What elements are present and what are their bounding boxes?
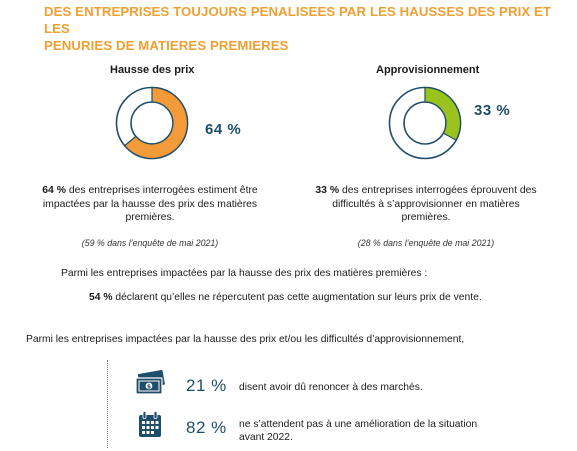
- donut-chart-approvisionnement: [388, 86, 462, 160]
- stat-text-line-2: avant 2022.: [239, 432, 293, 443]
- money-icon: $: [135, 370, 165, 395]
- impact-intro: Parmi les entreprises impactées par la h…: [61, 268, 428, 279]
- calendar-icon: [139, 411, 161, 437]
- page-title: DES ENTREPRISES TOUJOURS PENALISEES PAR …: [44, 3, 564, 54]
- heading-hausse-des-prix: Hausse des prix: [110, 64, 195, 76]
- desc-line-2: difficultés à s’approvisionner en matièr…: [332, 198, 520, 210]
- heading-approvisionnement: Approvisionnement: [376, 64, 480, 76]
- desc-bold-value: 64 %: [42, 185, 66, 196]
- desc-line-1: des entreprises interrogées estiment êtr…: [65, 185, 258, 196]
- impact-text: déclarent qu’elles ne répercutent pas ce…: [112, 292, 482, 303]
- desc-line-3: premières.: [401, 212, 451, 223]
- desc-bold-value: 33 %: [315, 185, 340, 196]
- donut-segment-33: [424, 86, 462, 141]
- percent-approvisionnement: 33 %: [474, 102, 511, 119]
- title-line-2: PENURIES DE MATIERES PREMIERES: [44, 38, 289, 53]
- impact-bold-value: 54 %: [89, 292, 113, 303]
- note-hausse-des-prix: (59 % dans l’enquête de mai 2021): [81, 238, 219, 248]
- both-intro: Parmi les entreprises impactées par la h…: [26, 334, 465, 345]
- title-line-1: DES ENTREPRISES TOUJOURS PENALISEES PAR …: [44, 4, 552, 36]
- note-approvisionnement: (28 % dans l’enquête de mai 2021): [357, 238, 495, 248]
- donut-segment-64: [123, 86, 189, 160]
- stat-value-amelioration: 82 %: [186, 418, 227, 437]
- desc-approvisionnement: 33 % des entreprises interrogées éprouve…: [303, 184, 549, 225]
- donut-chart-hausse-des-prix: [115, 86, 189, 160]
- percent-hausse-des-prix: 64 %: [205, 121, 242, 138]
- dotted-divider: [107, 360, 108, 448]
- impact-statement: 54 % déclarent qu’elles ne répercutent p…: [89, 291, 482, 304]
- stat-value-marches: 21 %: [186, 376, 227, 395]
- svg-text:$: $: [147, 384, 151, 391]
- stat-text-amelioration: ne s’attendent pas à une amélioration de…: [239, 418, 477, 444]
- stat-text-line-1: ne s’attendent pas à une amélioration de…: [239, 419, 478, 430]
- desc-line-3: premières.: [125, 212, 175, 223]
- desc-line-1: des entreprises interrogées éprouvent de…: [339, 185, 537, 196]
- stat-text-marches: disent avoir dû renoncer à des marchés.: [239, 382, 423, 393]
- desc-hausse-des-prix: 64 % des entreprises interrogées estimen…: [25, 184, 275, 225]
- desc-line-2: impactées par la hausse des prix des mat…: [42, 198, 258, 210]
